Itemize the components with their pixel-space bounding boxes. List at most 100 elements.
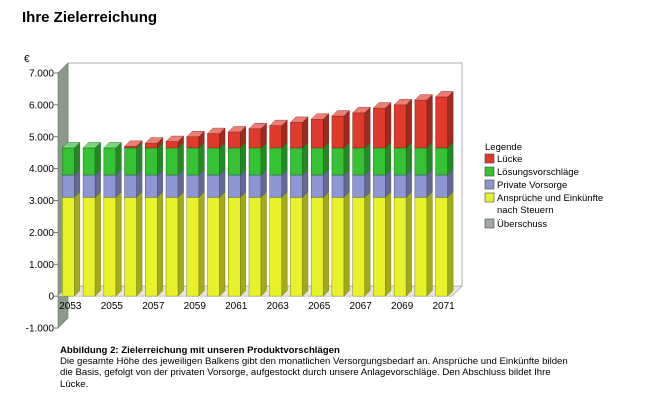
bar-segment-ansprüche-und-einkünfte-nach-steuern — [414, 197, 428, 297]
bar-segment-ansprüche-und-einkünfte-nach-steuern — [435, 197, 448, 297]
bar-segment-private-vorsorge — [435, 174, 448, 198]
bar-segment-lösungsvorschläge — [62, 147, 75, 176]
bar-side — [447, 90, 454, 149]
bar-top — [352, 107, 371, 114]
x-tick-label: 2067 — [350, 301, 373, 312]
y-axis-unit: € — [24, 54, 30, 65]
legend-item: Lücke — [497, 154, 522, 165]
bar-side — [115, 191, 122, 297]
bar-segment-private-vorsorge — [269, 174, 283, 198]
bar-segment-private-vorsorge — [310, 174, 324, 198]
bar-top — [61, 142, 81, 149]
bar-side — [343, 110, 350, 149]
bar-side — [136, 191, 143, 297]
bar-top — [186, 131, 205, 137]
bar-segment-private-vorsorge — [331, 174, 345, 198]
bar-segment-ansprüche-und-einkünfte-nach-steuern — [165, 197, 179, 297]
bar-segment-private-vorsorge — [248, 174, 262, 198]
bar-top — [144, 137, 164, 144]
bar-segment-ansprüche-und-einkünfte-nach-steuern — [248, 197, 262, 297]
bar-segment-lösungsvorschläge — [124, 147, 137, 176]
bar-segment-lücke — [269, 125, 283, 149]
y-tick-label: 7.000 — [29, 69, 54, 80]
bar-segment-lösungsvorschläge — [414, 147, 428, 176]
x-tick-label: 2055 — [101, 301, 124, 312]
bar-segment-lücke — [165, 141, 179, 149]
y-tick-label: 1.000 — [29, 260, 54, 271]
bar-side — [260, 191, 267, 297]
bar-segment-lösungsvorschläge — [331, 147, 345, 176]
bar-segment-lücke — [414, 99, 428, 149]
legend-swatch — [484, 153, 495, 164]
bar-side — [302, 191, 309, 297]
bar-side — [94, 191, 101, 297]
legend-item: Ansprüche und Einkünfte nach Steuern — [497, 193, 603, 216]
bar-segment-ansprüche-und-einkünfte-nach-steuern — [227, 197, 241, 297]
bar-segment-lücke — [352, 112, 365, 149]
x-tick-label: 2071 — [433, 301, 456, 312]
bar-segment-ansprüche-und-einkünfte-nach-steuern — [290, 197, 303, 297]
bar-segment-ansprüche-und-einkünfte-nach-steuern — [62, 197, 75, 297]
bar-top — [414, 94, 433, 101]
bar-top — [331, 110, 350, 117]
bar-segment-private-vorsorge — [186, 174, 200, 198]
x-tick-label: 2061 — [225, 301, 248, 312]
bar-segment-lücke — [124, 146, 137, 149]
bar-segment-lücke — [435, 96, 448, 149]
bar-top — [207, 127, 226, 134]
legend-swatch — [484, 179, 495, 190]
bar-segment-lösungsvorschläge — [269, 147, 283, 176]
bar-top — [124, 140, 143, 147]
bars — [61, 90, 454, 297]
caption-body: Die gesamte Höhe des jeweiligen Balkens … — [60, 356, 568, 390]
bar-segment-lösungsvorschläge — [145, 147, 158, 176]
y-tick-label: -1.000 — [26, 324, 55, 335]
bar-segment-lösungsvorschläge — [310, 147, 324, 176]
bar-side — [405, 191, 412, 297]
y-tick-label: 5.000 — [29, 132, 54, 143]
bar-segment-private-vorsorge — [373, 174, 386, 198]
bar-side — [219, 191, 226, 297]
bar-side — [385, 191, 392, 297]
bar-segment-lücke — [310, 118, 324, 149]
bar-segment-private-vorsorge — [145, 174, 158, 198]
bar-top — [248, 123, 267, 129]
figure-caption: Abbildung 2: Zielerreichung mit unseren … — [60, 345, 580, 390]
bar-segment-lösungsvorschläge — [435, 147, 448, 176]
bar-segment-private-vorsorge — [227, 174, 241, 198]
bar-top — [310, 113, 330, 120]
bar-segment-lösungsvorschläge — [165, 147, 179, 176]
bar-segment-lösungsvorschläge — [82, 147, 96, 176]
bar-segment-ansprüche-und-einkünfte-nach-steuern — [373, 197, 386, 297]
bar-side — [343, 191, 350, 297]
bar-top — [269, 119, 288, 126]
legend-title: Legende — [485, 142, 522, 153]
bar-top — [103, 142, 122, 149]
y-tick-label: 6.000 — [29, 100, 54, 111]
bar-segment-lösungsvorschläge — [186, 147, 200, 176]
bar-segment-lücke — [373, 107, 386, 149]
bar-segment-ansprüche-und-einkünfte-nach-steuern — [82, 197, 96, 297]
bar-segment-lösungsvorschläge — [352, 147, 365, 176]
page-title: Ihre Zielerreichung — [22, 9, 158, 26]
bar-side — [447, 191, 454, 297]
bar-segment-ansprüche-und-einkünfte-nach-steuern — [145, 197, 158, 297]
bar-segment-lücke — [186, 136, 200, 149]
x-tick-label: 2063 — [267, 301, 290, 312]
caption-title: Abbildung 2: Zielerreichung mit unseren … — [60, 345, 340, 356]
bar-segment-ansprüche-und-einkünfte-nach-steuern — [393, 197, 407, 297]
y-tick-label: 3.000 — [29, 196, 54, 207]
bar-side — [405, 98, 412, 149]
bar-side — [281, 191, 288, 297]
bar-segment-private-vorsorge — [124, 174, 137, 198]
bar-side — [198, 191, 205, 297]
bar-segment-ansprüche-und-einkünfte-nach-steuern — [186, 197, 200, 297]
y-axis: € -1.000 0 1.000 2.000 3.000 4.000 5.000 6.000 7… — [24, 54, 58, 335]
bar-side — [426, 191, 433, 297]
bar-segment-ansprüche-und-einkünfte-nach-steuern — [310, 197, 324, 297]
bar-segment-private-vorsorge — [103, 174, 117, 198]
bar-segment-lücke — [290, 122, 303, 149]
bar-side — [323, 113, 329, 149]
bar-segment-ansprüche-und-einkünfte-nach-steuern — [124, 197, 137, 297]
